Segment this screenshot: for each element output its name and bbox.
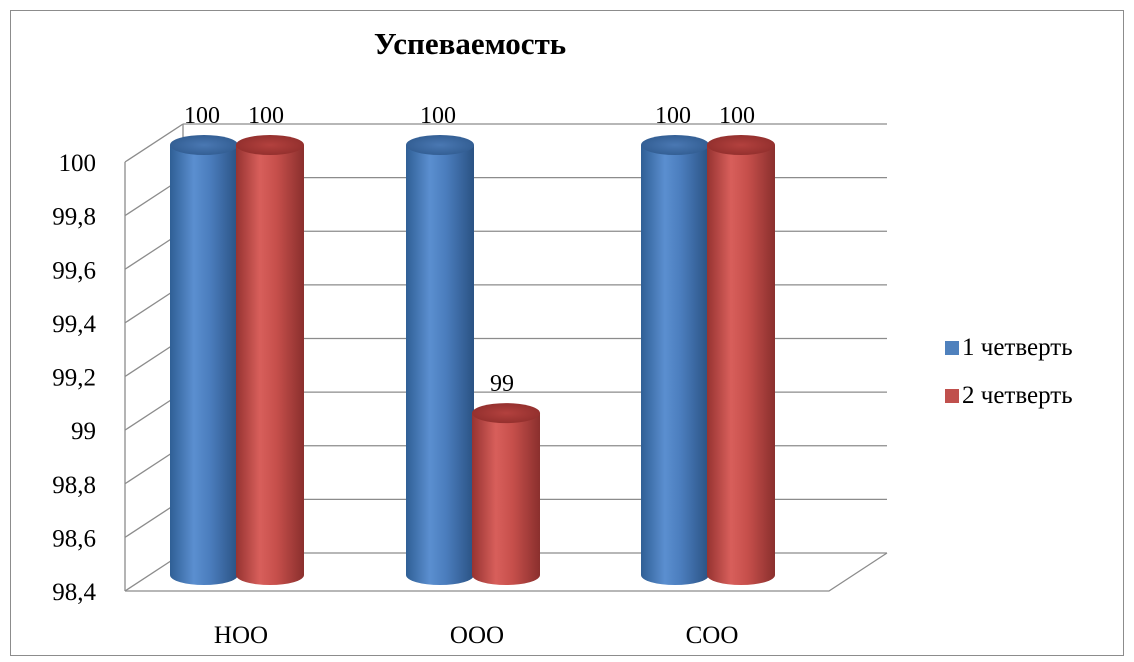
bar-top <box>641 135 709 155</box>
data-label: 100 <box>655 103 691 129</box>
y-tick-label: 98,8 <box>52 472 96 499</box>
bar-top <box>406 135 474 155</box>
y-tick-label: 98,4 <box>52 579 96 606</box>
x-tick-label: СОО <box>686 622 739 649</box>
side-gridline <box>124 123 184 163</box>
legend-item: 1 четверть <box>945 334 1073 361</box>
bar-top <box>236 135 304 155</box>
y-tick-label: 100 <box>59 150 97 177</box>
bar <box>472 403 540 585</box>
bar-body <box>641 145 709 585</box>
x-tick-label: НОО <box>214 622 268 649</box>
x-tick-label: ООО <box>450 622 504 649</box>
legend: 1 четверть 2 четверть <box>945 334 1073 409</box>
bar <box>641 135 709 585</box>
data-label: 100 <box>184 103 220 129</box>
data-label: 99 <box>490 371 514 397</box>
bar-body <box>170 145 238 585</box>
bar-body <box>707 145 775 585</box>
y-tick-label: 99,6 <box>52 257 96 284</box>
bar-body <box>236 145 304 585</box>
y-tick-label: 99,8 <box>52 204 96 231</box>
y-tick-label: 99,4 <box>52 311 96 338</box>
y-tick-label: 99,2 <box>52 365 96 392</box>
bars-layer <box>170 135 775 585</box>
chart-frame <box>10 10 1124 656</box>
chart-title: Успеваемость <box>374 26 566 61</box>
bar-top <box>170 135 238 155</box>
bar-body <box>406 145 474 585</box>
bar <box>170 135 238 585</box>
bar <box>707 135 775 585</box>
bar <box>406 135 474 585</box>
data-label: 100 <box>248 103 284 129</box>
y-tick-label: 99 <box>71 418 96 445</box>
data-label: 100 <box>420 103 456 129</box>
legend-label: 1 четверть <box>962 334 1073 361</box>
y-tick-label: 98,6 <box>52 525 96 552</box>
legend-swatch <box>945 389 959 403</box>
text-layer: Успеваемость 98,4 98,6 98,8 99 99,2 99,4 99,6 9… <box>52 26 755 649</box>
bar-top <box>472 403 540 424</box>
legend-swatch <box>945 341 959 355</box>
data-label: 100 <box>719 103 755 129</box>
legend-label: 2 четверть <box>962 382 1073 409</box>
legend-item: 2 четверть <box>945 382 1073 409</box>
bar-top <box>707 135 775 155</box>
bar <box>236 135 304 585</box>
bar-body <box>472 413 540 585</box>
floor <box>125 552 888 592</box>
